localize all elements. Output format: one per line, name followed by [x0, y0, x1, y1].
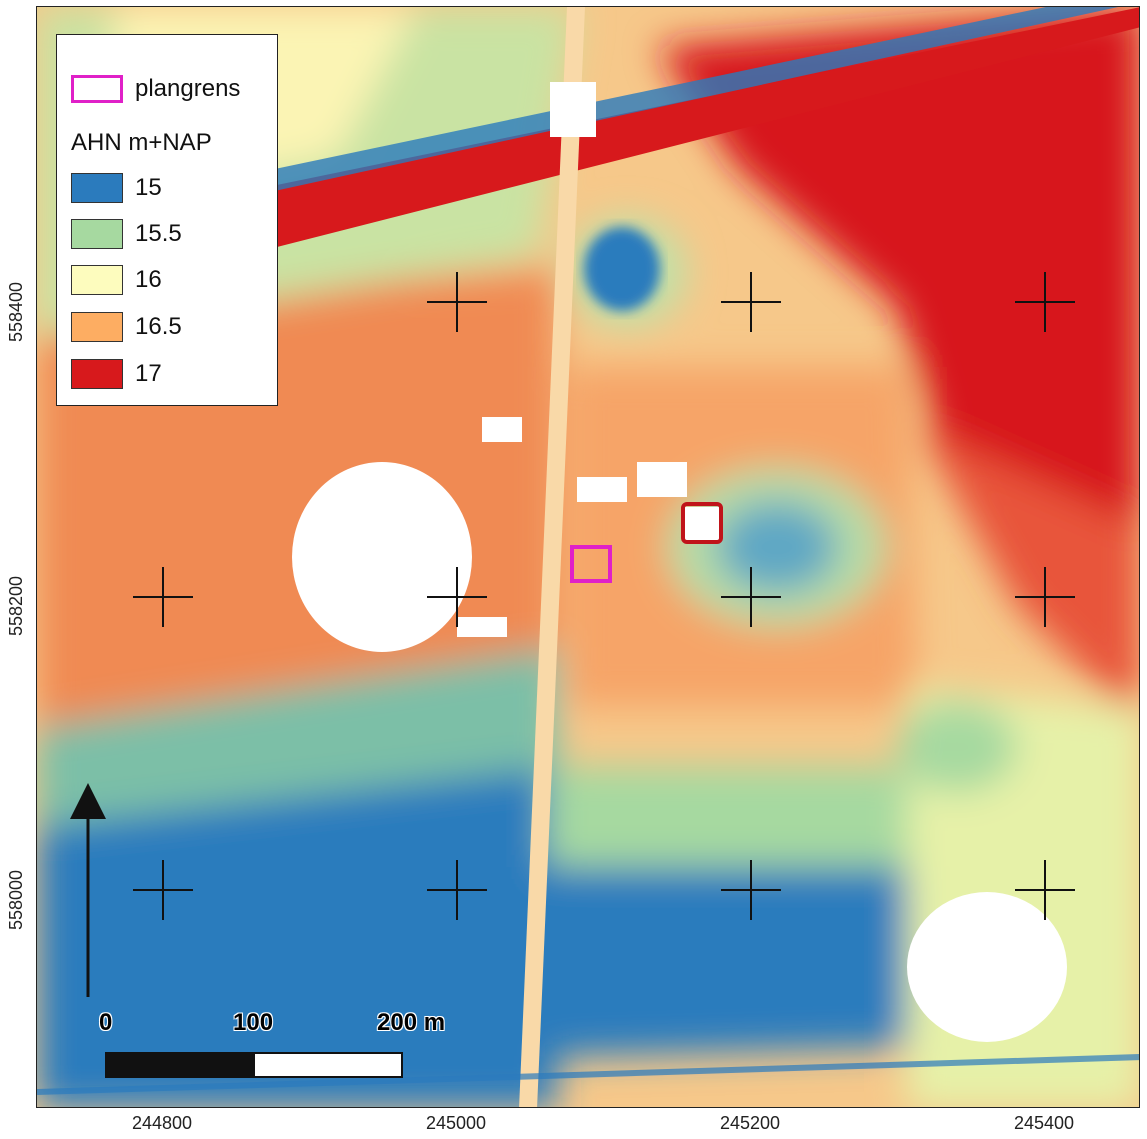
y-tick-label: 558200	[6, 575, 26, 636]
class-swatch	[71, 312, 123, 342]
legend-class-row: 17	[71, 359, 162, 389]
x-tick-label: 245000	[425, 1113, 487, 1133]
x-tick-label: 245400	[1013, 1113, 1075, 1133]
scale-label-200: 200 m	[377, 1009, 446, 1036]
y-tick-label: 558400	[6, 281, 26, 342]
scale-label-100: 100	[233, 1009, 274, 1036]
legend-class-row: 16.5	[71, 312, 182, 342]
y-tick-label: 558000	[6, 869, 26, 930]
legend-class-row: 15	[71, 173, 162, 203]
legend: plangrens AHN m+NAP 15 15.5 16 16.5 17	[56, 34, 278, 406]
class-swatch	[71, 359, 123, 389]
class-swatch	[71, 173, 123, 203]
class-swatch	[71, 265, 123, 295]
x-tick-label: 244800	[131, 1113, 193, 1133]
map-frame[interactable]: plangrens AHN m+NAP 15 15.5 16 16.5 17 0…	[36, 6, 1140, 1108]
boundary-swatch	[71, 75, 123, 103]
scale-label-0: 0	[99, 1009, 113, 1036]
legend-class-label: 16	[135, 266, 162, 293]
legend-class-label: 16.5	[135, 313, 182, 340]
legend-class-row: 15.5	[71, 219, 182, 249]
legend-boundary-row: plangrens	[71, 75, 240, 103]
north-arrow-icon	[70, 783, 106, 997]
legend-class-label: 15	[135, 174, 162, 201]
legend-class-label: 15.5	[135, 220, 182, 247]
x-tick-label: 245200	[719, 1113, 781, 1133]
legend-class-row: 16	[71, 265, 162, 295]
legend-title: AHN m+NAP	[71, 129, 212, 156]
legend-boundary-label: plangrens	[135, 75, 241, 102]
elevation-map[interactable]	[37, 7, 1140, 1108]
scale-bar	[105, 1052, 403, 1078]
legend-class-label: 17	[135, 360, 162, 387]
class-swatch	[71, 219, 123, 249]
